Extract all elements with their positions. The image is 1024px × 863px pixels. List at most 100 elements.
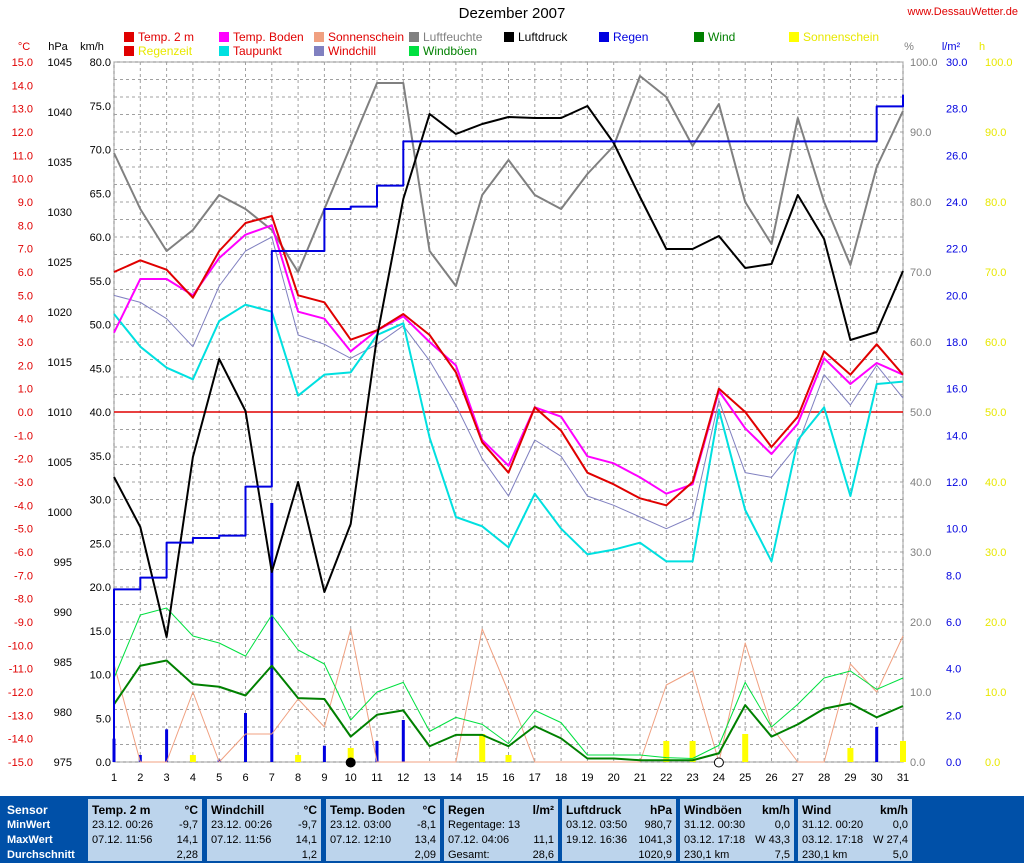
legend: Temp. 2 m Temp. Boden Sonnenschein Luftf… [0, 30, 1024, 60]
sunshine-bar [847, 748, 854, 762]
stats-row-label: 23.12. 00:26 [92, 819, 154, 831]
rain-bar [322, 745, 326, 762]
y-tick-humidity: 60.0 [910, 337, 931, 349]
new-moon-icon [345, 757, 356, 768]
y-tick-wind: 60.0 [90, 232, 111, 244]
x-tick-label: 10 [345, 772, 357, 784]
legend-label: Temp. Boden [233, 30, 304, 44]
series-line [113, 236, 904, 530]
legend-label: Taupunkt [233, 44, 282, 58]
legend-swatch [219, 32, 229, 42]
legend-label: Wind [708, 30, 736, 44]
stats-row-label: 07.12. 04:06 [448, 834, 510, 846]
y-tick-temp: 5.0 [18, 290, 33, 302]
stats-row-value: 2,09 [414, 849, 436, 861]
stats-box-unit: °C [184, 803, 198, 817]
y-tick-pressure: 980 [54, 707, 72, 719]
y-tick-rain: 14.0 [946, 430, 967, 442]
x-tick-label: 2 [137, 772, 143, 784]
stats-box: Windchill °C 23.12. 00:26 -9,7 07.12. 11:56 1… [207, 799, 321, 861]
rain-bar [244, 713, 247, 762]
stats-box-title: Regen [448, 803, 485, 817]
legend-label: Regen [613, 30, 649, 44]
x-tick-label: 14 [450, 772, 462, 784]
y-tick-temp: -10.0 [8, 640, 33, 652]
rain-bar [138, 755, 142, 762]
site-link[interactable]: www.DessauWetter.de [907, 6, 1018, 18]
full-moon-icon [713, 757, 724, 768]
stats-row-label: 07.12. 11:56 [211, 834, 272, 846]
stats-row-label: 19.12. 16:36 [566, 834, 628, 846]
legend-item: Regenzeit [124, 44, 192, 58]
y-tick-humidity: 0.0 [910, 757, 925, 769]
y-tick-rain: 4.0 [946, 664, 961, 676]
stats-row-label: Gesamt: [448, 849, 490, 861]
y-tick-rain: 16.0 [946, 384, 967, 396]
x-tick-label: 31 [897, 772, 909, 784]
stats-box: Wind km/h 31.12. 00:20 0,0 03.12. 17:18 W 27,… [798, 799, 912, 861]
stats-row-label: 03.12. 03:50 [566, 819, 628, 831]
stats-row-label: 23.12. 03:00 [330, 819, 392, 831]
chart-canvas: °C hPa km/h% l/m² h15.014.013.012.011.010.09… [8, 41, 1013, 784]
sunshine-bar [479, 734, 486, 762]
y-tick-pressure: 1010 [48, 407, 72, 419]
legend-label: Windböen [423, 44, 478, 58]
axis-unit-humidity: % [904, 41, 914, 53]
chart-title: Dezember 2007 [458, 5, 566, 22]
legend-item: Wind [694, 30, 735, 44]
y-tick-wind: 65.0 [90, 188, 111, 200]
legend-swatch [124, 32, 134, 42]
y-tick-temp: -5.0 [14, 524, 33, 536]
rain-bar [270, 503, 274, 762]
y-tick-humidity: 80.0 [910, 197, 931, 209]
legend-swatch [789, 32, 799, 42]
stats-row-label: Durchschnitt [7, 849, 75, 861]
stats-row-label: 07.12. 11:56 [92, 834, 153, 846]
legend-label: Luftdruck [518, 30, 568, 44]
y-tick-wind: 40.0 [90, 407, 111, 419]
legend-swatch [504, 32, 514, 42]
y-tick-rain: 2.0 [946, 710, 961, 722]
legend-item: Regen [599, 30, 648, 44]
series-line [113, 303, 904, 563]
y-tick-rain: 8.0 [946, 570, 961, 582]
x-tick-label: 22 [660, 772, 672, 784]
y-tick-temp: -9.0 [14, 617, 33, 629]
x-tick-label: 28 [818, 772, 830, 784]
y-tick-wind: 5.0 [96, 713, 111, 725]
stats-row-value: W 27,4 [873, 834, 908, 846]
stats-row-value: 0,0 [774, 819, 790, 831]
x-tick-label: 23 [686, 772, 698, 784]
y-tick-sun: 20.0 [985, 617, 1006, 629]
y-tick-wind: 15.0 [90, 626, 111, 638]
stats-row-value: 14,1 [295, 834, 317, 846]
y-tick-temp: 7.0 [18, 244, 33, 256]
x-tick-label: 26 [765, 772, 777, 784]
legend-label: Sonnenschein [328, 30, 405, 44]
legend-item: Taupunkt [219, 44, 282, 58]
y-tick-temp: 9.0 [18, 197, 33, 209]
legend-swatch [314, 32, 324, 42]
y-tick-rain: 18.0 [946, 337, 967, 349]
stats-row-value: 1,2 [301, 849, 317, 861]
rain-bar [375, 741, 379, 762]
y-tick-sun: 100.0 [985, 57, 1013, 69]
y-tick-rain: 22.0 [946, 244, 967, 256]
y-tick-temp: -2.0 [14, 454, 33, 466]
y-tick-temp: -1.0 [14, 430, 33, 442]
y-tick-wind: 0.0 [96, 757, 111, 769]
axis-unit-rain: l/m² [942, 41, 961, 53]
sunshine-bar [742, 734, 749, 762]
y-tick-humidity: 40.0 [910, 477, 931, 489]
y-tick-rain: 24.0 [946, 197, 967, 209]
x-tick-label: 11 [371, 772, 382, 784]
y-tick-temp: -8.0 [14, 594, 33, 606]
x-tick-label: 8 [295, 772, 301, 784]
sunshine-bar [189, 755, 196, 762]
y-tick-pressure: 1030 [48, 207, 72, 219]
y-tick-pressure: 1000 [48, 507, 72, 519]
legend-label: Regenzeit [138, 44, 193, 58]
legend-swatch [409, 32, 419, 42]
legend-swatch [124, 46, 134, 56]
y-tick-temp: 8.0 [18, 220, 33, 232]
